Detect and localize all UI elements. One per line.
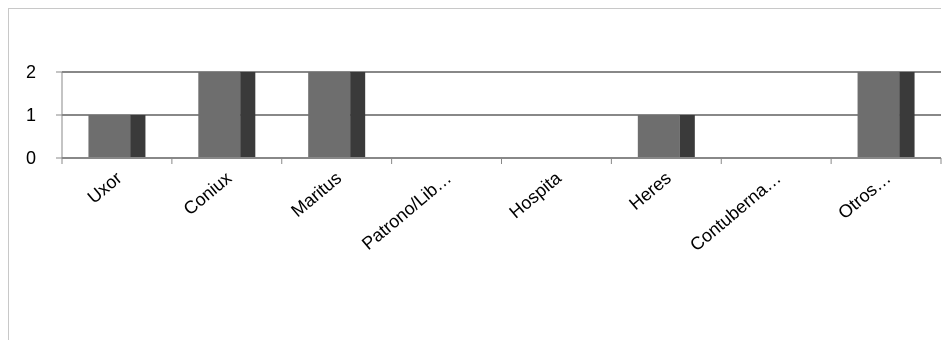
gridlines: [62, 71, 941, 116]
x-category-label-4: Hospita: [505, 167, 565, 222]
y-tick-label-0: 0: [26, 148, 36, 168]
bar-5-side: [679, 115, 695, 158]
x-category-labels: Uxor Coniux Maritus Patrono/Lib… Hospita Here…: [84, 167, 895, 255]
y-tick-label-1: 1: [26, 105, 36, 125]
bar-0-side: [130, 115, 146, 158]
x-category-label-1: Coniux: [180, 168, 236, 219]
bar-7-face: [857, 72, 900, 158]
x-category-label-5: Heres: [625, 168, 675, 214]
bar-1-face: [198, 72, 241, 158]
axes: [56, 71, 942, 164]
x-category-label-3: Patrono/Lib…: [358, 168, 455, 254]
x-category-label-7: Otros…: [834, 168, 894, 223]
bar-2-face: [308, 72, 351, 158]
chart-frame: [8, 8, 941, 340]
bars: [88, 72, 915, 158]
bar-5-face: [637, 115, 680, 158]
x-category-label-2: Maritus: [287, 168, 345, 221]
bar-0-face: [88, 115, 131, 158]
y-tick-label-2: 2: [26, 62, 36, 82]
x-category-label-0: Uxor: [84, 168, 126, 208]
bar-7-side: [899, 72, 915, 158]
x-category-label-6: Contuberna…: [686, 168, 785, 255]
bar-1-side: [240, 72, 256, 158]
y-tick-labels: 0 1 2: [26, 62, 36, 168]
bar-2-side: [350, 72, 366, 158]
